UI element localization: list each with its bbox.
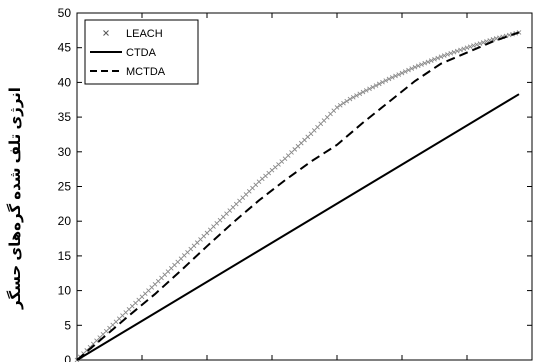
y-tick-label-3: 15 [58, 249, 72, 263]
y-tick-label-0: 0 [64, 353, 71, 362]
y-tick-label-6: 30 [58, 145, 72, 159]
y-tick-label-2: 10 [58, 284, 72, 298]
y-tick-label-5: 25 [58, 180, 72, 194]
y-tick-label-4: 20 [58, 214, 72, 228]
y-tick-label-10: 50 [58, 6, 72, 20]
y-tick-label-1: 5 [64, 318, 71, 332]
y-tick-label-7: 35 [58, 110, 72, 124]
y-tick-label-9: 45 [58, 41, 72, 55]
legend-label-mctda: MCTDA [126, 66, 166, 78]
legend-label-leach: LEACH [126, 28, 163, 40]
y-axis-label: انرژی تلف شده گره‌های حسگر [6, 87, 24, 310]
legend-label-ctda: CTDA [126, 47, 157, 59]
y-tick-label-8: 40 [58, 75, 72, 89]
